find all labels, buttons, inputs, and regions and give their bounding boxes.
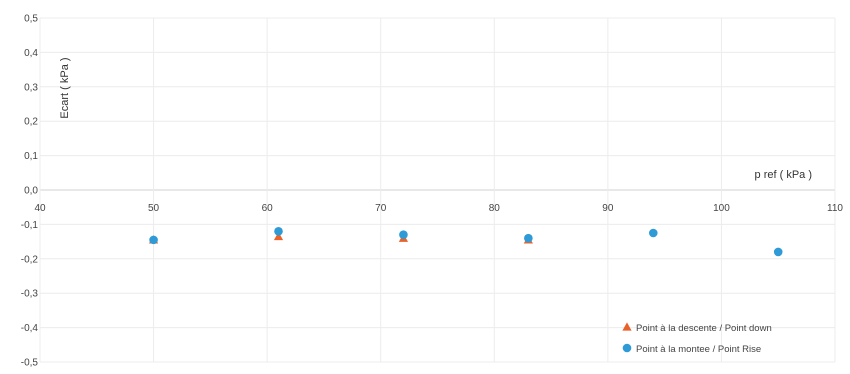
grid-lines <box>39 17 836 363</box>
legend-marker <box>622 322 632 331</box>
x-tick-label: 40 <box>34 203 46 214</box>
y-tick-label: -0,1 <box>21 220 39 231</box>
series-2 <box>149 226 783 257</box>
x-tick-label: 50 <box>148 203 160 214</box>
y-tick-label: -0,5 <box>21 358 39 369</box>
y-axis-ticks: 0,5 0,4 0,3 0,2 0,1 0,0 -0,1 -0,2 -0,3 -0,4 -0,5 <box>21 14 39 369</box>
series-1 <box>148 231 533 244</box>
y-tick-label: 0,1 <box>24 151 38 162</box>
data-point-circle <box>773 247 783 257</box>
legend-item: Point à la montee / Point Rise <box>622 343 761 355</box>
legend-item: Point à la descente / Point down <box>622 322 772 334</box>
y-axis-label: Ecart ( kPa ) <box>59 57 71 118</box>
y-tick-label: -0,3 <box>21 289 39 300</box>
data-point-circle <box>524 233 533 243</box>
x-axis-ticks: 40 50 60 70 80 90 100 110 <box>34 203 843 214</box>
legend-label: Point à la montee / Point Rise <box>636 344 761 355</box>
legend-marker <box>622 343 632 353</box>
data-point-circle <box>399 230 408 240</box>
legend: Point à la descente / Point down Point à … <box>622 322 772 355</box>
y-tick-label: 0,2 <box>24 117 38 128</box>
legend-label: Point à la descente / Point down <box>636 323 772 334</box>
data-point-circle <box>648 228 658 238</box>
x-tick-label: 80 <box>489 203 501 214</box>
x-tick-label: 70 <box>375 203 387 214</box>
data-point-circle <box>149 235 158 245</box>
y-tick-label: -0,2 <box>21 254 39 265</box>
x-tick-label: 110 <box>827 203 843 214</box>
y-tick-label: 0,5 <box>24 14 38 25</box>
x-tick-label: 60 <box>262 203 274 214</box>
x-tick-label: 90 <box>602 203 614 214</box>
data-point-circle <box>274 226 283 236</box>
y-tick-label: 0,3 <box>24 82 38 93</box>
x-axis-label: p ref ( kPa ) <box>755 169 812 181</box>
y-tick-label: 0,4 <box>24 48 38 59</box>
x-tick-label: 100 <box>713 203 730 214</box>
y-tick-label: 0,0 <box>24 186 38 197</box>
data-series <box>148 226 783 257</box>
data-point-triangle <box>273 231 284 241</box>
y-tick-label: -0,4 <box>21 323 39 334</box>
